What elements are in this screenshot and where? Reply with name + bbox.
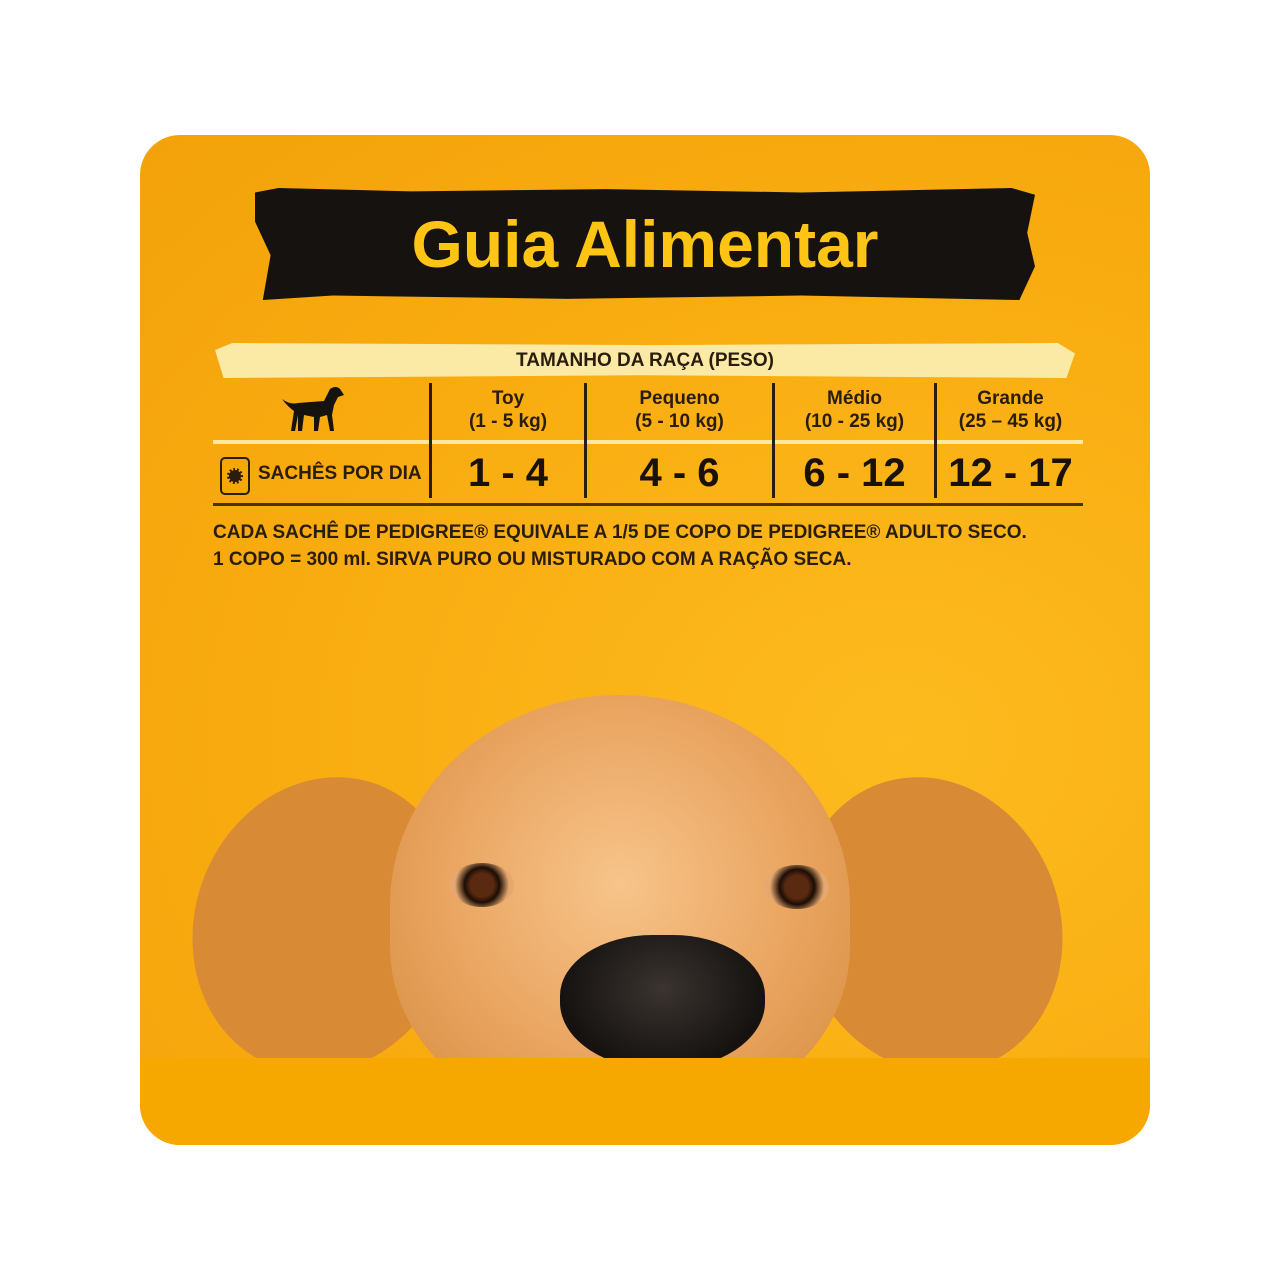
row-label: SACHÊS POR DIA — [258, 463, 422, 484]
column-name: Médio — [827, 388, 882, 409]
title-banner — [255, 188, 1035, 300]
column-name: Pequeno — [639, 388, 720, 409]
column-medio: Médio (10 - 25 kg) — [776, 387, 933, 433]
column-divider — [584, 383, 587, 498]
page-title: Guia Alimentar — [411, 207, 879, 281]
table-bottom-line — [213, 503, 1083, 506]
sachet-icon — [220, 457, 250, 495]
dog-silhouette-icon — [282, 387, 344, 431]
column-grande: Grande (25 – 45 kg) — [938, 387, 1083, 433]
column-divider — [772, 383, 775, 498]
feeding-guide-card: Guia Alimentar TAMANHO DA RAÇA (PESO) To… — [140, 135, 1150, 1145]
column-weight: (10 - 25 kg) — [804, 411, 905, 432]
feeding-note: CADA SACHÊ DE PEDIGREE® EQUIVALE A 1/5 D… — [213, 519, 1027, 573]
note-line-1: CADA SACHÊ DE PEDIGREE® EQUIVALE A 1/5 D… — [213, 522, 1027, 543]
breed-size-band: TAMANHO DA RAÇA (PESO) — [215, 343, 1075, 378]
floor-band — [140, 1058, 1150, 1145]
column-name: Toy — [491, 388, 525, 409]
column-weight: (1 - 5 kg) — [468, 411, 548, 432]
column-name: Grande — [977, 388, 1044, 409]
column-divider — [429, 383, 432, 498]
breed-size-header: TAMANHO DA RAÇA (PESO) — [516, 350, 774, 371]
sachets-medio: 6 - 12 — [803, 451, 906, 495]
note-line-2: 1 COPO = 300 ml. SIRVA PURO OU MISTURADO… — [213, 549, 852, 570]
sachets-pequeno: 4 - 6 — [639, 451, 720, 495]
header-divider — [213, 440, 1083, 444]
column-weight: (5 - 10 kg) — [635, 411, 724, 432]
sachets-toy: 1 - 4 — [467, 451, 549, 495]
sachets-grande: 12 - 17 — [948, 451, 1073, 495]
column-toy: Toy (1 - 5 kg) — [433, 387, 583, 433]
column-divider — [934, 383, 937, 498]
column-pequeno: Pequeno (5 - 10 kg) — [588, 387, 771, 433]
column-weight: (25 – 45 kg) — [958, 411, 1063, 432]
